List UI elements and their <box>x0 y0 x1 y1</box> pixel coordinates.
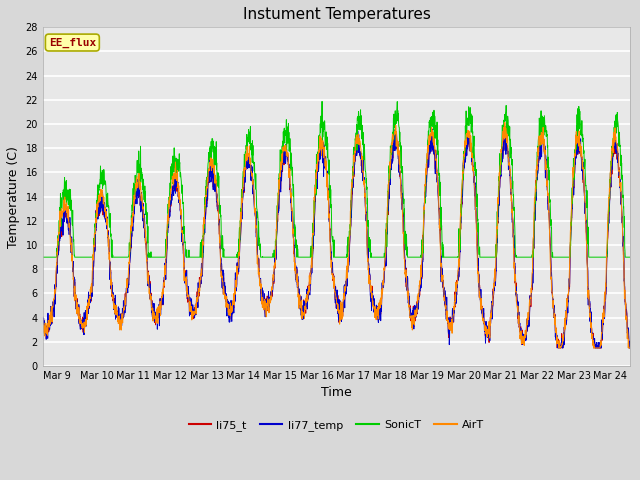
Line: AirT: AirT <box>43 122 630 348</box>
SonicT <box>618 177 626 182</box>
li77_temp <box>98 204 106 210</box>
Y-axis label: Temperature (C): Temperature (C) <box>7 146 20 248</box>
li77_temp <box>618 220 626 226</box>
SonicT <box>547 222 555 228</box>
li75_t <box>555 345 563 351</box>
li75_t <box>618 219 626 225</box>
AirT <box>555 345 563 351</box>
li75_t <box>98 204 106 210</box>
li75_t <box>372 309 380 315</box>
li75_t <box>538 125 546 131</box>
li77_temp <box>547 257 555 263</box>
AirT <box>39 320 47 326</box>
Text: EE_flux: EE_flux <box>49 37 96 48</box>
AirT <box>372 309 380 314</box>
SonicT <box>225 254 232 260</box>
li75_t <box>547 253 555 259</box>
Line: li77_temp: li77_temp <box>43 126 630 348</box>
SonicT <box>318 98 326 104</box>
AirT <box>514 309 522 315</box>
Line: li75_t: li75_t <box>43 128 630 348</box>
AirT <box>626 345 634 351</box>
SonicT <box>626 254 634 260</box>
li75_t <box>513 298 521 303</box>
SonicT <box>98 170 106 176</box>
SonicT <box>372 254 380 260</box>
SonicT <box>39 254 47 260</box>
li77_temp <box>372 309 380 314</box>
AirT <box>618 216 626 221</box>
li75_t <box>626 345 634 351</box>
Legend: li75_t, li77_temp, SonicT, AirT: li75_t, li77_temp, SonicT, AirT <box>184 416 489 435</box>
AirT <box>501 120 509 125</box>
AirT <box>547 266 555 272</box>
li77_temp <box>626 338 634 344</box>
li77_temp <box>39 314 47 320</box>
li77_temp <box>514 299 522 305</box>
li77_temp <box>501 123 509 129</box>
AirT <box>225 309 232 315</box>
li75_t <box>39 320 47 326</box>
AirT <box>98 192 106 197</box>
li77_temp <box>225 298 232 304</box>
li77_temp <box>554 345 562 351</box>
SonicT <box>514 254 522 260</box>
Line: SonicT: SonicT <box>43 101 630 257</box>
Title: Instument Temperatures: Instument Temperatures <box>243 7 430 22</box>
li75_t <box>225 303 232 309</box>
X-axis label: Time: Time <box>321 386 352 399</box>
